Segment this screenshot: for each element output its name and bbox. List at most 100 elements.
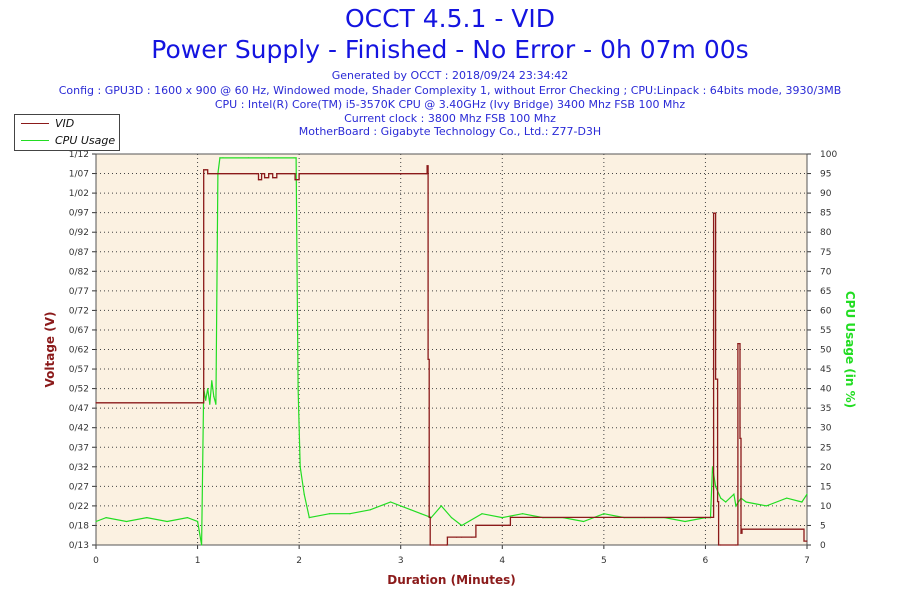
y-tick-label: 0/22 [69,502,89,512]
legend-item-vid: VID [15,115,119,132]
data-point-vid [298,173,300,175]
x-tick-label: 4 [499,556,505,566]
y-tick-label: 0/97 [69,209,89,219]
y2-tick-label: 25 [820,443,831,453]
y2-axis-label: CPU Usage (in %) [843,291,857,408]
data-point-vid [735,544,737,546]
data-point-vid [445,544,448,546]
data-point-vid [741,528,743,530]
y2-tick-label: 80 [820,228,832,238]
data-point-cpu-usage [105,517,107,519]
data-point-cpu-usage [95,520,97,523]
config-line: Config : GPU3D : 1600 x 900 @ 60 Hz, Win… [58,84,842,97]
x-tick-label: 0 [93,556,99,566]
clock-line: Current clock : 3800 Mhz FSB 100 Mhz [344,112,556,125]
data-point-cpu-usage [299,466,301,468]
data-point-vid [428,516,430,518]
generated-line: Generated by OCCT : 2018/09/24 23:34:42 [331,69,569,82]
data-point-cpu-usage [450,517,453,519]
data-point-cpu-usage [420,513,422,515]
data-point-cpu-usage [711,466,714,468]
data-point-cpu-usage [481,513,483,515]
y-tick-label: 0/13 [69,541,89,551]
data-point-vid [257,179,260,181]
chart-subtitle: Power Supply - Finished - No Error - 0h … [151,35,749,64]
x-tick-label: 7 [804,556,810,566]
data-point-vid [203,169,205,171]
data-point-vid [509,516,512,518]
y-tick-label: 0/37 [69,443,89,453]
y-tick-label: 0/77 [69,287,89,297]
legend-label-cpu: CPU Usage [55,134,116,147]
data-point-cpu-usage [293,157,295,159]
data-point-cpu-usage [222,157,224,159]
data-point-vid [720,544,722,546]
data-point-vid [718,544,720,546]
y2-tick-label: 90 [820,189,832,199]
legend-swatch-vid [21,123,49,124]
legend-swatch-cpu [21,140,49,141]
data-point-cpu-usage [733,493,735,495]
y-tick-label: 0/52 [69,385,89,395]
data-point-cpu-usage [806,493,808,495]
data-point-cpu-usage [461,524,463,527]
x-tick-label: 2 [296,556,302,566]
data-point-vid [806,540,808,542]
y-tick-label: 0/18 [69,521,89,531]
data-point-cpu-usage [268,157,270,159]
y2-tick-label: 15 [820,482,831,492]
y2-tick-label: 10 [820,502,832,512]
data-point-vid [801,528,803,530]
data-point-vid [507,524,509,526]
y-tick-label: 0/62 [69,346,89,356]
data-point-cpu-usage [801,501,803,503]
data-point-vid [264,177,266,179]
y2-tick-label: 50 [820,346,832,356]
data-point-vid [429,544,431,546]
data-point-vid [427,358,429,360]
data-point-cpu-usage [207,388,209,390]
data-point-vid [425,173,427,175]
y2-tick-label: 0 [820,541,826,551]
data-point-cpu-usage [166,520,168,523]
data-point-cpu-usage [213,395,215,398]
data-point-cpu-usage [582,520,585,523]
data-point-vid [400,173,402,175]
data-point-cpu-usage [196,520,199,523]
data-point-cpu-usage [725,501,727,503]
legend-item-cpu: CPU Usage [15,132,119,149]
data-point-cpu-usage [389,501,392,503]
y-tick-label: 0/47 [69,404,89,414]
data-point-cpu-usage [410,509,412,511]
data-point-cpu-usage [714,485,717,487]
cpu-line: CPU : Intel(R) Core(TM) i5-3570K CPU @ 3… [214,98,686,111]
y2-tick-label: 85 [820,209,831,219]
y-tick-label: 0/27 [69,482,89,492]
y-tick-label: 0/32 [69,463,89,473]
y2-tick-label: 65 [820,287,831,297]
legend-label-vid: VID [55,117,75,130]
data-point-cpu-usage [215,403,217,405]
chart-title: OCCT 4.5.1 - VID [344,4,556,33]
data-point-cpu-usage [205,399,207,401]
data-point-vid [471,536,473,538]
series-line-cpu-usage [95,157,808,546]
x-axis-label: Duration (Minutes) [387,573,515,587]
y-tick-label: 0/82 [69,267,89,277]
data-point-cpu-usage [295,157,297,159]
data-point-vid [272,177,274,179]
data-point-vid [739,437,741,439]
data-point-cpu-usage [786,497,788,499]
y2-tick-label: 60 [820,306,832,316]
data-point-cpu-usage [745,501,747,503]
data-point-cpu-usage [247,157,249,159]
data-point-cpu-usage [201,544,203,546]
data-point-vid [737,342,739,345]
data-point-vid [475,524,477,526]
y-tick-label: 0/72 [69,306,89,316]
data-point-cpu-usage [684,520,686,523]
x-tick-label: 5 [601,556,607,566]
y-tick-label: 0/67 [69,326,89,336]
y-tick-label: 1/07 [69,170,89,180]
y2-tick-label: 40 [820,385,832,395]
